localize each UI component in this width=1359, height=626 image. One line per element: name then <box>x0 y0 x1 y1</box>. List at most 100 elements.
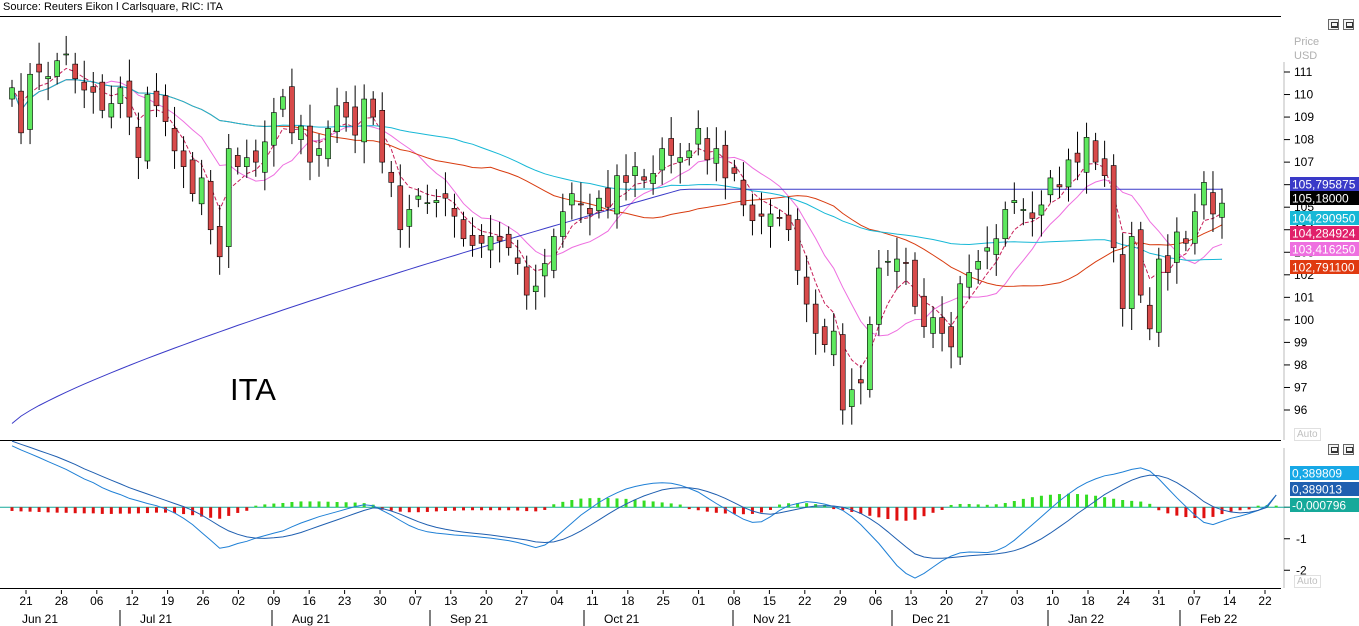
candle-body <box>451 208 458 217</box>
macd-badge <box>1290 482 1359 496</box>
date-tick-label: 27 <box>975 594 989 608</box>
candle-body <box>1119 254 1126 309</box>
macd-badge <box>1290 498 1359 512</box>
date-tick-label: 22 <box>1258 594 1272 608</box>
price-panel-maximize-button[interactable] <box>1328 19 1339 30</box>
date-tick-label: 26 <box>196 594 210 608</box>
candle-body <box>1065 159 1072 188</box>
candle-body <box>1110 165 1117 249</box>
candle-body <box>550 236 557 271</box>
candle-body <box>758 213 765 217</box>
date-tick-label: 12 <box>126 594 140 608</box>
candle-body <box>108 103 115 118</box>
candle-body <box>876 267 882 325</box>
date-tick-label: 15 <box>763 594 777 608</box>
price-badge <box>1290 260 1359 274</box>
candle-body <box>596 197 602 211</box>
candle-body <box>1074 152 1081 163</box>
date-tick-label: 09 <box>267 594 281 608</box>
candle-body <box>695 128 702 145</box>
price-badge-label: 105,795875 <box>1292 178 1356 192</box>
price-badge <box>1290 226 1359 240</box>
candle-body <box>1029 212 1036 219</box>
macd-badge-label: 0,389809 <box>1292 467 1342 481</box>
candle-body <box>1101 158 1108 176</box>
date-tick-label: 16 <box>303 594 317 608</box>
candle-body <box>153 90 160 107</box>
candle-body <box>1083 137 1090 173</box>
price-tick-label: 109 <box>1294 110 1314 124</box>
date-axis-divider <box>0 588 1281 589</box>
candle-body <box>749 204 756 222</box>
candle-body <box>171 128 178 152</box>
candle-body <box>1183 238 1189 244</box>
panel-divider <box>0 440 1281 441</box>
date-tick-label: 27 <box>515 594 529 608</box>
ema-short-series <box>11 67 1223 369</box>
candle-body <box>1155 258 1162 333</box>
date-tick-label: 14 <box>1223 594 1237 608</box>
price-auto-scale-button[interactable]: Auto <box>1294 428 1321 441</box>
price-badge-label: 104,284924 <box>1292 227 1356 241</box>
date-tick-label: 21 <box>19 594 33 608</box>
candle-body <box>433 200 440 203</box>
candle-body <box>505 233 512 249</box>
candle-body <box>280 96 286 110</box>
candle-body <box>234 155 241 167</box>
macd-panel-maximize-button[interactable] <box>1328 444 1339 455</box>
candle-body <box>1146 304 1153 330</box>
candle-body <box>912 259 918 307</box>
ticker-label: ITA <box>230 372 276 407</box>
candle-body <box>830 330 837 356</box>
candle-body <box>343 102 349 118</box>
candle-body <box>560 211 566 237</box>
candle-body <box>361 98 367 143</box>
candle-body <box>632 166 638 176</box>
candle-body <box>1137 229 1144 296</box>
candle-body <box>858 379 864 384</box>
month-label: Aug 21 <box>292 612 330 626</box>
candle-body <box>1201 182 1207 206</box>
macd-panel-close-button[interactable] <box>1343 444 1354 455</box>
candle-body <box>641 176 647 181</box>
candle-body <box>316 148 322 156</box>
candle-body <box>785 214 792 231</box>
candle-body <box>180 150 187 167</box>
candle-body <box>243 157 250 167</box>
date-tick-label: 06 <box>869 594 883 608</box>
candle-body <box>225 148 232 247</box>
date-tick-label: 22 <box>798 594 812 608</box>
candle-body <box>487 236 494 251</box>
candle-body <box>1210 192 1216 215</box>
axis-unit-price: Price <box>1294 36 1319 48</box>
candle-body <box>406 209 413 227</box>
candle-body <box>541 263 548 277</box>
price-tick-label: 97 <box>1294 380 1308 394</box>
price-panel-close-button[interactable] <box>1343 19 1354 30</box>
candle-body <box>867 324 873 391</box>
candle-body <box>930 317 936 334</box>
candle-body <box>713 148 720 164</box>
date-tick-label: 19 <box>161 594 175 608</box>
date-tick-label: 25 <box>657 594 671 608</box>
candle-body <box>271 112 277 146</box>
candle-body <box>614 175 620 215</box>
candle-body <box>984 247 991 252</box>
candle-body <box>379 110 386 163</box>
candle-body <box>523 266 530 296</box>
candle-body <box>623 175 629 183</box>
candle-body <box>704 138 711 161</box>
candle-body <box>460 219 467 240</box>
month-label: Oct 21 <box>604 612 640 626</box>
candle-body <box>587 208 593 215</box>
candle-body <box>948 326 954 348</box>
candle-body <box>993 238 1000 255</box>
candle-body <box>1092 140 1099 163</box>
date-tick-label: 06 <box>90 594 104 608</box>
candle-body <box>605 187 611 208</box>
date-tick-label: 11 <box>586 594 599 608</box>
candle-body <box>81 81 88 91</box>
macd-auto-scale-button[interactable]: Auto <box>1294 575 1321 588</box>
price-badge <box>1290 177 1359 191</box>
candle-body <box>532 285 539 293</box>
